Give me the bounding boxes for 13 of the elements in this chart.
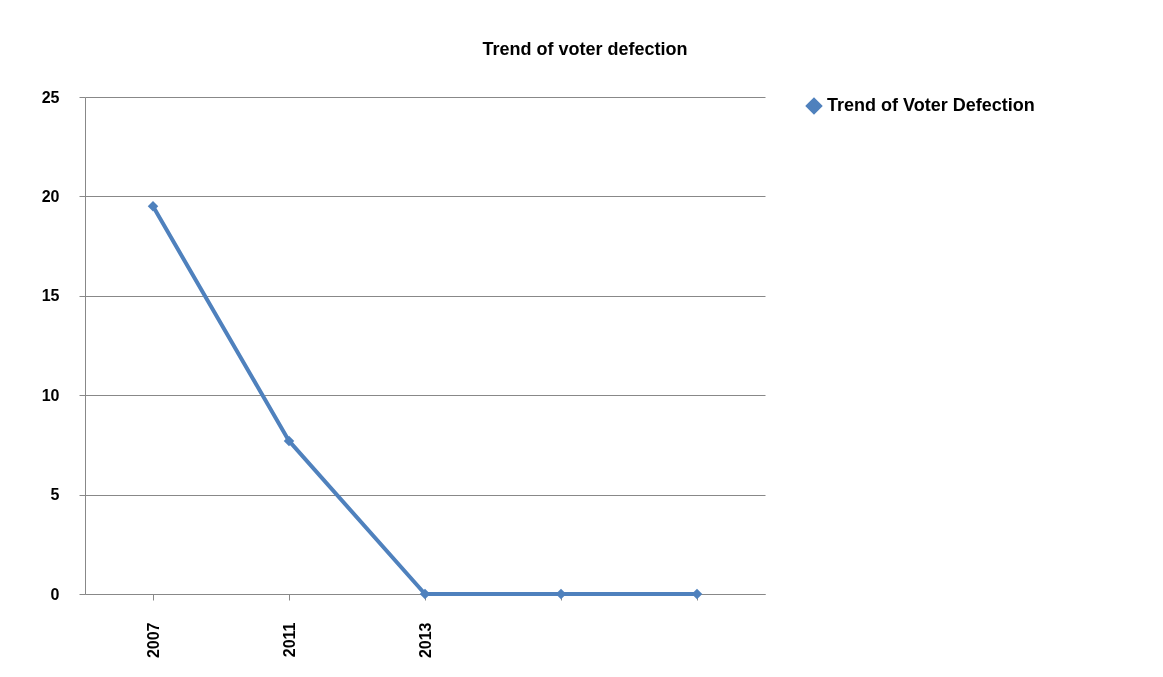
y-tick-label: 20	[41, 187, 60, 205]
y-tick-label: 15	[41, 287, 60, 305]
legend-label: Trend of Voter Defection	[827, 95, 1035, 115]
point	[283, 435, 295, 447]
x-tick-label: 2007	[144, 622, 162, 659]
point	[147, 201, 159, 212]
y-tick-label: 5	[50, 486, 60, 504]
x-tick-label: 2011	[280, 622, 298, 658]
x-tick-label: 2013	[416, 622, 434, 659]
chart-title: Trend of voter defection	[482, 39, 688, 59]
y-tick-label: 10	[41, 386, 60, 404]
y-tick-label: 0	[50, 585, 60, 603]
y-tick-label: 25	[41, 88, 60, 106]
